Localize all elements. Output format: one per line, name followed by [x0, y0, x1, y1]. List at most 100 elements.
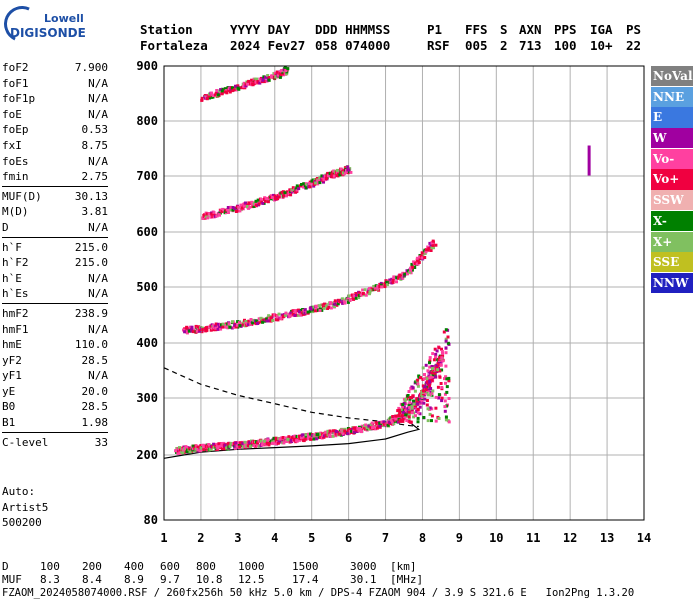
echo-mark — [269, 316, 273, 320]
echo-mark — [300, 436, 303, 440]
echo-mark — [183, 330, 187, 334]
echo-mark — [178, 450, 182, 454]
echo-mark — [212, 211, 216, 215]
echo-mark — [394, 414, 398, 418]
echo-mark — [431, 371, 434, 375]
echo-mark — [432, 246, 435, 250]
echo-mark — [198, 449, 202, 453]
echo-mark — [422, 389, 425, 393]
param-separator — [2, 302, 108, 304]
echo-mark — [276, 316, 280, 320]
echo-mark — [435, 349, 439, 353]
header-value-ps: 22 — [626, 38, 642, 53]
header-value-iga: 10+ — [590, 38, 613, 53]
echo-mark — [231, 206, 235, 209]
echo-mark — [427, 247, 431, 251]
echo-mark — [410, 262, 414, 266]
echo-mark — [227, 87, 231, 91]
echo-mark — [416, 259, 420, 263]
echo-mark — [430, 365, 434, 368]
echo-mark — [329, 306, 333, 310]
echo-mark — [357, 296, 361, 300]
legend-item-ssw: SSW — [651, 190, 693, 211]
echo-mark — [194, 447, 198, 451]
echo-mark — [437, 346, 441, 350]
echo-mark — [302, 185, 306, 189]
echo-mark — [271, 438, 275, 442]
echo-mark — [373, 286, 377, 290]
param-value: 0.53 — [81, 123, 109, 137]
echo-mark — [311, 310, 315, 314]
echo-mark — [332, 169, 336, 173]
echo-mark — [195, 329, 199, 333]
param-value: 28.5 — [81, 353, 109, 367]
echo-mark — [419, 376, 422, 380]
echo-mark — [314, 181, 318, 185]
echo-mark — [440, 356, 444, 360]
echo-mark — [283, 191, 287, 195]
echo-mark — [303, 184, 307, 187]
echo-mark — [310, 181, 314, 185]
echo-mark — [430, 373, 433, 377]
param-row: fxI 8.75 — [2, 138, 108, 154]
echo-mark — [220, 323, 223, 327]
echo-mark — [295, 186, 299, 190]
echo-mark — [416, 408, 420, 412]
echo-mark — [194, 324, 198, 328]
echo-mark — [257, 444, 261, 448]
y-tick-label: 900 — [136, 59, 158, 73]
echo-mark — [201, 328, 205, 332]
echo-mark — [215, 214, 219, 218]
echo-mark — [248, 441, 252, 445]
echo-mark — [276, 73, 280, 77]
echo-mark — [428, 361, 431, 365]
echo-mark — [330, 172, 334, 176]
echo-mark — [247, 79, 251, 83]
param-name: MUF(D) — [2, 189, 42, 203]
echo-mark — [238, 324, 242, 328]
header-value-yyyyday: 2024 Fev27 — [230, 38, 306, 53]
echo-mark — [222, 441, 226, 445]
echo-mark — [397, 406, 401, 410]
y-tick-label: 80 — [144, 513, 158, 527]
echo-mark — [222, 208, 226, 212]
echo-mark — [411, 394, 415, 398]
param-name: foF1 — [2, 76, 29, 90]
echo-mark — [270, 441, 274, 445]
echo-mark — [205, 97, 209, 101]
echo-mark — [234, 210, 238, 213]
echo-mark — [233, 444, 237, 448]
echo-mark — [210, 445, 214, 449]
x-tick-label: 3 — [234, 531, 241, 545]
footer-value: 12.5 — [238, 573, 265, 586]
echo-mark — [327, 305, 331, 309]
param-name: foE — [2, 107, 22, 121]
echo-mark — [209, 328, 213, 332]
echo-mark — [402, 405, 406, 409]
echo-mark — [244, 201, 247, 205]
echo-mark — [318, 176, 322, 180]
echo-mark — [284, 311, 288, 315]
logo-line1: Lowell — [44, 12, 84, 25]
echo-mark — [357, 427, 361, 431]
echo-mark — [271, 319, 275, 322]
echo-mark — [443, 405, 447, 409]
echo-mark — [354, 428, 358, 432]
auto-label: Auto: — [2, 485, 36, 498]
echo-mark — [229, 205, 233, 209]
footer-value: 1500 — [292, 560, 319, 573]
param-row: hmE 110.0 — [2, 337, 108, 353]
echo-mark — [176, 451, 180, 455]
echo-mark — [425, 377, 429, 381]
echo-mark — [307, 182, 311, 186]
echo-mark — [277, 312, 281, 316]
echo-mark — [426, 245, 430, 249]
echo-mark — [428, 356, 432, 360]
echo-mark — [395, 280, 398, 284]
echo-mark — [259, 198, 263, 201]
echo-mark — [326, 174, 330, 178]
echo-mark — [436, 361, 440, 365]
echo-mark — [206, 216, 210, 220]
param-value: 2.75 — [81, 170, 109, 184]
echo-mark — [325, 304, 329, 308]
